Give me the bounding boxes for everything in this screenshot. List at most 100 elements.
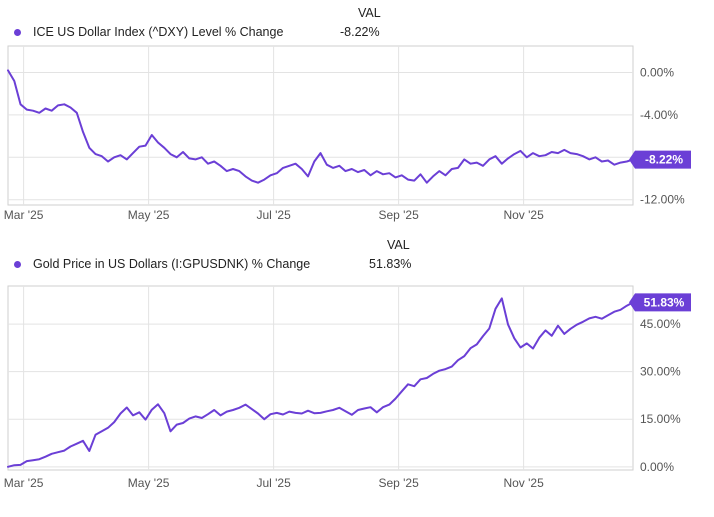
- data-point: [551, 151, 552, 152]
- chart-svg-gold: Mar '25 May '25 Jul '25 Sep '25 Nov '25 0.00%…: [4, 285, 691, 490]
- data-point: [107, 427, 108, 428]
- data-point: [201, 417, 202, 418]
- data-point: [157, 404, 158, 405]
- data-point: [401, 175, 402, 176]
- data-point: [270, 175, 271, 176]
- data-point: [220, 165, 221, 166]
- data-point: [239, 171, 240, 172]
- y-tick-label: -4.00%: [640, 108, 678, 122]
- data-point: [351, 414, 352, 415]
- data-point: [120, 413, 121, 414]
- data-point: [551, 335, 552, 336]
- data-point: [464, 159, 465, 160]
- data-point: [151, 134, 152, 135]
- data-point: [445, 175, 446, 176]
- data-point: [601, 161, 602, 162]
- chart-panel-gold: VAL Gold Price in US Dollars (I:GPUSDNK)…: [0, 235, 714, 517]
- data-point: [126, 159, 127, 160]
- data-point: [507, 324, 508, 325]
- data-point: [114, 422, 115, 423]
- y-tick-label: -12.00%: [640, 193, 685, 207]
- data-point: [420, 174, 421, 175]
- value-badge-label: 51.83%: [644, 295, 685, 309]
- value-badge-label: -8.22%: [645, 153, 683, 167]
- x-tick-label: Jul '25: [256, 476, 291, 490]
- data-point: [64, 450, 65, 451]
- data-point: [70, 446, 71, 447]
- data-point: [232, 409, 233, 410]
- data-point: [345, 171, 346, 172]
- data-point: [132, 415, 133, 416]
- x-tick-label: Sep '25: [378, 476, 419, 490]
- data-point: [576, 154, 577, 155]
- data-point: [570, 153, 571, 154]
- data-point: [407, 179, 408, 180]
- data-point: [176, 157, 177, 158]
- data-point: [257, 182, 258, 183]
- data-point: [514, 154, 515, 155]
- data-point: [451, 366, 452, 367]
- data-point: [489, 328, 490, 329]
- data-point: [57, 452, 58, 453]
- data-point: [189, 418, 190, 419]
- y-tick-label: 0.00%: [640, 460, 674, 474]
- legend-label-dxy: ICE US Dollar Index (^DXY) Level % Chang…: [33, 25, 284, 39]
- data-point: [401, 391, 402, 392]
- data-point: [239, 407, 240, 408]
- data-point: [495, 308, 496, 309]
- data-point: [576, 324, 577, 325]
- data-point: [220, 415, 221, 416]
- data-point: [245, 404, 246, 405]
- data-point: [432, 373, 433, 374]
- data-point: [214, 409, 215, 410]
- data-point: [314, 161, 315, 162]
- data-point: [182, 151, 183, 152]
- data-point: [282, 414, 283, 415]
- data-point: [176, 424, 177, 425]
- data-point: [489, 159, 490, 160]
- data-point: [564, 149, 565, 150]
- data-point: [539, 337, 540, 338]
- data-point: [32, 460, 33, 461]
- data-point: [445, 369, 446, 370]
- data-point: [289, 411, 290, 412]
- data-point: [389, 173, 390, 174]
- data-point: [395, 177, 396, 178]
- data-point: [439, 171, 440, 172]
- data-point: [620, 162, 621, 163]
- data-point: [195, 159, 196, 160]
- data-point: [545, 330, 546, 331]
- data-point: [295, 163, 296, 164]
- data-point: [201, 157, 202, 158]
- data-point: [470, 348, 471, 349]
- data-point: [14, 465, 15, 466]
- data-point: [76, 443, 77, 444]
- chart-panel-dxy: VAL ICE US Dollar Index (^DXY) Level % C…: [0, 0, 714, 235]
- data-point: [7, 70, 8, 71]
- data-point: [589, 318, 590, 319]
- data-point: [301, 168, 302, 169]
- data-point: [151, 409, 152, 410]
- data-point: [107, 161, 108, 162]
- chart-svg-dxy: Mar '25 May '25 Jul '25 Sep '25 Nov '25 0.00%…: [4, 45, 691, 222]
- data-point: [620, 309, 621, 310]
- plot-frame: [7, 285, 634, 471]
- data-point: [376, 412, 377, 413]
- data-point: [14, 80, 15, 81]
- data-point: [414, 386, 415, 387]
- x-tick-label: May '25: [128, 476, 170, 490]
- legend-dxy: ICE US Dollar Index (^DXY) Level % Chang…: [14, 24, 283, 40]
- data-point: [326, 164, 327, 165]
- y-tick-label: 0.00%: [640, 66, 674, 80]
- data-point: [607, 315, 608, 316]
- data-point: [357, 172, 358, 173]
- y-tick-label: 15.00%: [640, 412, 681, 426]
- data-point: [595, 316, 596, 317]
- data-point: [501, 298, 502, 299]
- data-point: [64, 104, 65, 105]
- data-point: [501, 163, 502, 164]
- value-badge: [629, 293, 691, 312]
- data-point: [439, 370, 440, 371]
- data-point: [39, 112, 40, 113]
- data-point: [470, 163, 471, 164]
